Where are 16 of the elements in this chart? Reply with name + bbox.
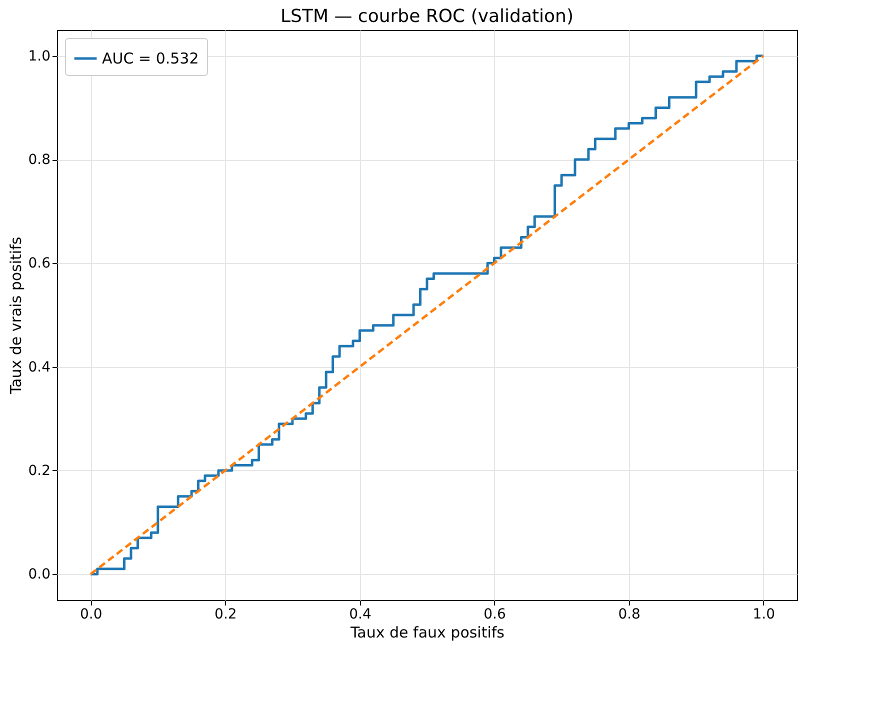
x-tick-label: 0.4 — [349, 606, 372, 622]
chart-title: LSTM — courbe ROC (validation) — [280, 6, 574, 27]
x-tick-label: 0.6 — [484, 606, 506, 622]
x-axis-title: Taux de faux positifs — [350, 624, 505, 642]
y-tick-label: 0.4 — [28, 359, 51, 376]
x-tick-label: 0.8 — [618, 606, 640, 622]
x-tick-label: 0.0 — [80, 606, 102, 622]
y-tick-label: 0.6 — [28, 256, 51, 272]
y-tick-label: 0.8 — [28, 152, 50, 168]
y-tick-label: 0.2 — [28, 462, 50, 479]
x-tick-label: 1.0 — [752, 606, 775, 622]
y-tick-label: 0.0 — [28, 566, 50, 583]
x-tick-label: 0.2 — [214, 606, 237, 622]
y-axis-title: Taux de vrais positifs — [7, 236, 26, 396]
legend-label: AUC = 0.532 — [102, 50, 199, 68]
y-tick-label: 1.0 — [28, 48, 50, 64]
